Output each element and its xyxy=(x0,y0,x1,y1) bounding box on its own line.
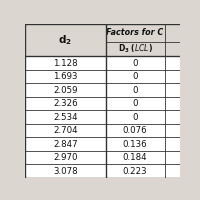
Text: 0: 0 xyxy=(132,86,138,95)
Text: 2.059: 2.059 xyxy=(53,86,78,95)
Bar xyxy=(25,56,180,70)
Text: 0: 0 xyxy=(132,113,138,122)
Text: $\mathbf{d_2}$: $\mathbf{d_2}$ xyxy=(58,33,72,47)
Text: 0.184: 0.184 xyxy=(123,153,147,162)
Text: Factors for C: Factors for C xyxy=(106,28,164,37)
Bar xyxy=(106,42,188,56)
Text: 2.534: 2.534 xyxy=(53,113,78,122)
Bar xyxy=(25,164,180,178)
Text: 0: 0 xyxy=(132,99,138,108)
Text: 1.693: 1.693 xyxy=(53,72,78,81)
Text: 0: 0 xyxy=(132,59,138,68)
Text: 0.223: 0.223 xyxy=(123,167,147,176)
Bar xyxy=(25,97,180,110)
Bar xyxy=(25,151,180,164)
Text: 2.326: 2.326 xyxy=(53,99,78,108)
Text: 3.078: 3.078 xyxy=(53,167,78,176)
Bar xyxy=(106,24,188,42)
Text: 2.970: 2.970 xyxy=(53,153,78,162)
Bar xyxy=(25,124,180,137)
Bar xyxy=(25,83,180,97)
Bar xyxy=(25,24,106,56)
Text: 2.847: 2.847 xyxy=(53,140,78,149)
Text: 0.076: 0.076 xyxy=(123,126,147,135)
Text: 1.128: 1.128 xyxy=(53,59,78,68)
Text: 0.136: 0.136 xyxy=(123,140,147,149)
Text: 2.704: 2.704 xyxy=(53,126,78,135)
Bar xyxy=(25,137,180,151)
Text: $\mathbf{D_3}$ $\mathbf{(}$$\mathit{LCL}$$\mathbf{)}$: $\mathbf{D_3}$ $\mathbf{(}$$\mathit{LCL}… xyxy=(118,43,153,55)
Bar xyxy=(25,110,180,124)
Text: 0: 0 xyxy=(132,72,138,81)
Bar xyxy=(25,70,180,83)
